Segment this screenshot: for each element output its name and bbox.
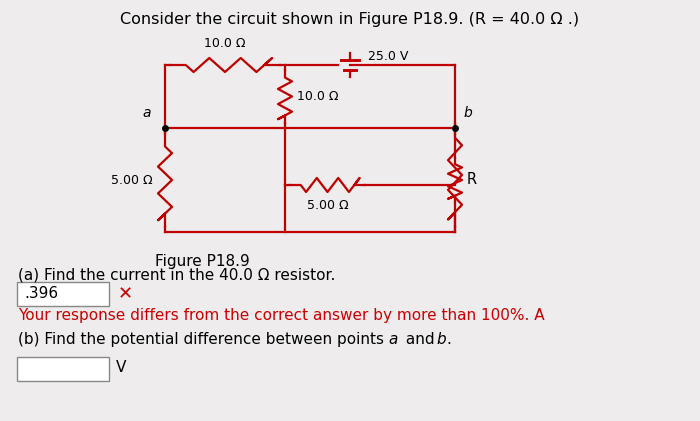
Text: Your response differs from the correct answer by more than 100%. A: Your response differs from the correct a… (18, 308, 545, 323)
Text: a: a (388, 332, 398, 347)
Text: ✕: ✕ (118, 285, 133, 303)
Text: 25.0 V: 25.0 V (368, 51, 408, 64)
Text: a: a (143, 106, 151, 120)
Text: V: V (116, 360, 127, 376)
Text: 5.00 Ω: 5.00 Ω (111, 173, 153, 187)
Text: 5.00 Ω: 5.00 Ω (307, 199, 349, 212)
Text: b: b (463, 106, 472, 120)
Text: b: b (436, 332, 446, 347)
Text: .: . (446, 332, 451, 347)
Text: (a) Find the current in the 40.0 Ω resistor.: (a) Find the current in the 40.0 Ω resis… (18, 268, 335, 283)
Text: Consider the circuit shown in Figure P18.9. (R = 40.0 Ω .): Consider the circuit shown in Figure P18… (120, 12, 580, 27)
Text: Figure P18.9: Figure P18.9 (155, 254, 250, 269)
Text: R: R (467, 173, 477, 187)
Text: and: and (401, 332, 440, 347)
Text: .396: .396 (24, 287, 58, 301)
Text: 10.0 Ω: 10.0 Ω (297, 90, 339, 103)
Text: 10.0 Ω: 10.0 Ω (204, 37, 246, 50)
FancyBboxPatch shape (17, 357, 109, 381)
FancyBboxPatch shape (17, 282, 109, 306)
Text: (b) Find the potential difference between points: (b) Find the potential difference betwee… (18, 332, 389, 347)
